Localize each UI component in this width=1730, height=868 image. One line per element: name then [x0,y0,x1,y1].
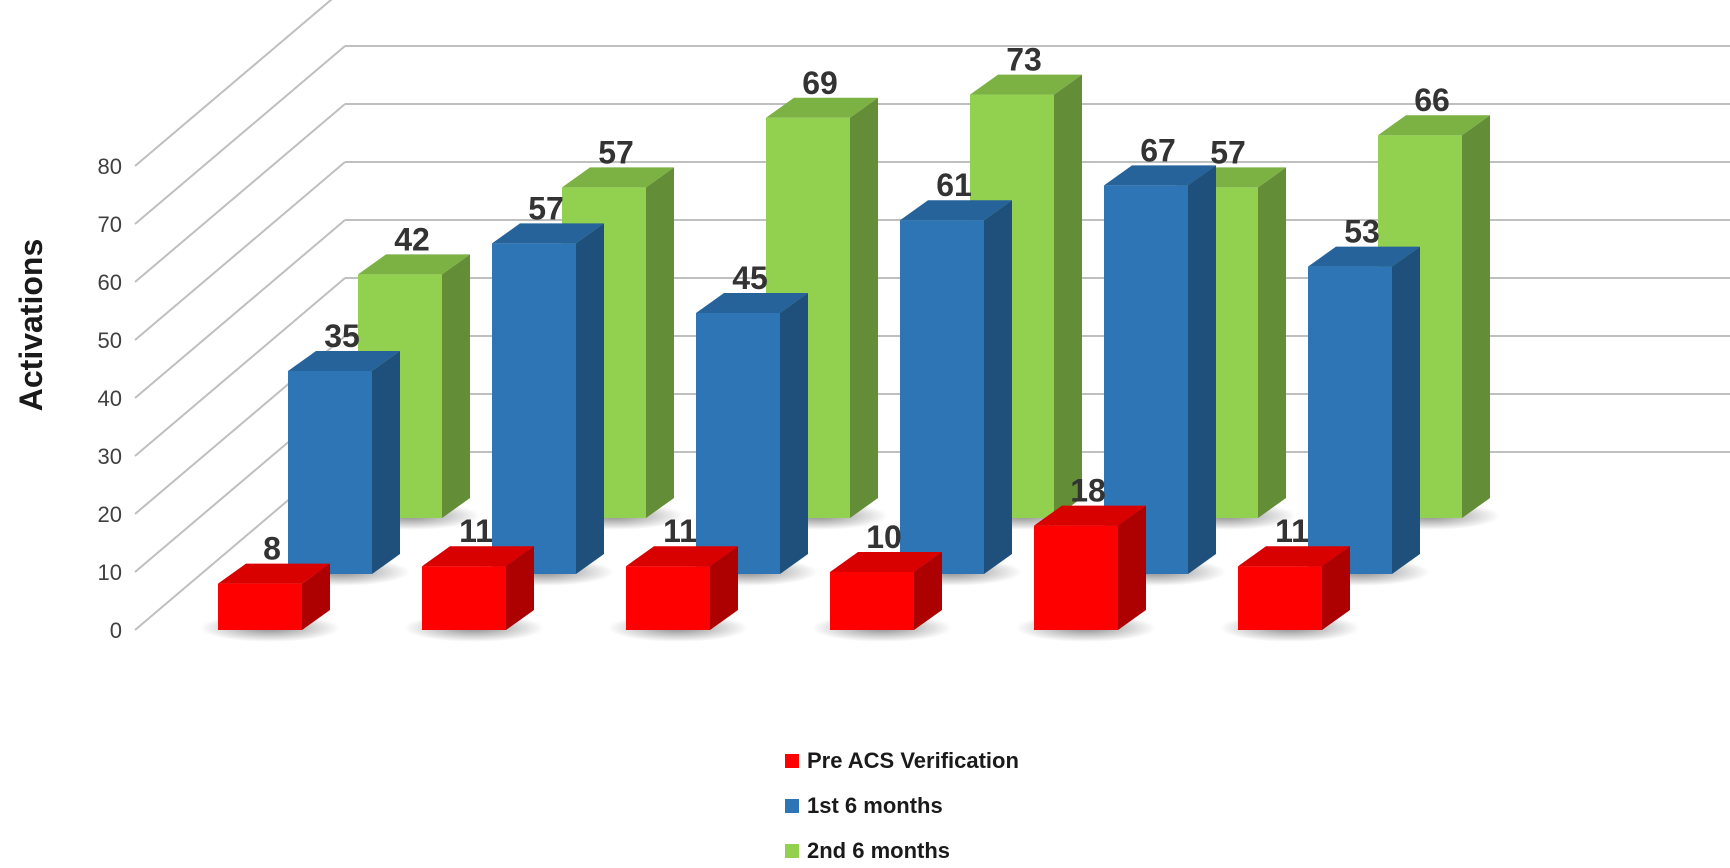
bar-side [914,552,942,630]
bar [288,371,372,574]
y-tick-label: 30 [98,444,122,469]
bar-side [1322,546,1350,630]
bar-top [218,563,330,584]
data-label: 57 [528,190,564,226]
data-label: 57 [598,134,634,170]
y-tick-label: 0 [110,618,122,643]
bar [1034,525,1118,630]
data-label: 57 [1210,134,1246,170]
data-label: 18 [1070,473,1106,509]
bar-top [1378,115,1490,136]
data-label: 42 [394,221,430,257]
data-label: 11 [459,513,493,549]
y-axis-label: Activations [13,239,49,411]
bar [1308,266,1392,574]
y-tick-label: 40 [98,386,122,411]
legend: Pre ACS Verification 1st 6 months 2nd 6 mo… [785,748,1019,863]
bar [696,313,780,574]
bar-side [506,546,534,630]
legend-swatch [785,844,799,858]
bar-top [358,254,470,275]
y-tick-label: 60 [98,270,122,295]
bar-top [562,167,674,188]
gridline-diagonal [134,103,346,283]
bar-top [766,97,878,118]
data-label: 69 [802,65,838,101]
bar [492,243,576,574]
y-tick-label: 50 [98,328,122,353]
bar-side [1118,505,1146,630]
bar-side [1258,167,1286,518]
data-label: 45 [732,260,768,296]
bar-side [1054,74,1082,518]
legend-label: 2nd 6 months [807,838,950,863]
bar-side [1392,246,1420,574]
data-label: 66 [1414,82,1450,118]
bar [1238,566,1322,630]
bar-side [442,254,470,518]
bar-side [576,223,604,574]
bar-side [372,351,400,574]
bar-top [1104,165,1216,186]
bar-top [1238,546,1350,567]
bar-side [850,97,878,519]
legend-label: Pre ACS Verification [807,748,1019,773]
bar [626,566,710,630]
gridline-diagonal [134,161,346,341]
y-tick-label: 20 [98,502,122,527]
bar-top [696,293,808,313]
gridline-diagonal [134,219,346,399]
bar-side [646,167,674,518]
data-label: 8 [263,531,281,567]
data-label: 67 [1140,132,1176,168]
bar-side [1188,165,1216,574]
bar-top [970,74,1082,95]
bar-top [422,546,534,567]
bar-side [780,293,808,574]
data-label: 35 [324,318,360,354]
gridline-diagonal [134,45,346,225]
legend-swatch [785,799,799,813]
y-tick-label: 70 [98,212,122,237]
bars [200,74,1500,642]
bar-top [830,552,942,572]
bar-top [1308,246,1420,267]
bar-top [288,351,400,371]
y-tick-label: 80 [98,154,122,179]
bar-top [1034,505,1146,526]
bar-top [626,546,738,567]
y-tick-label: 10 [98,560,122,585]
legend-swatch [785,754,799,768]
gridline-diagonal [134,0,333,167]
bar [422,566,506,630]
bar [830,572,914,630]
y-axis-ticks: 0 10 20 30 40 50 60 70 80 [98,154,122,643]
data-label: 73 [1006,42,1042,78]
data-label: 61 [936,167,972,203]
legend-label: 1st 6 months [807,793,943,818]
bar-side [1462,115,1490,518]
bar-side [984,200,1012,574]
bar-side [710,546,738,630]
bar-top [492,223,604,244]
gridline-diagonal [134,277,346,457]
bar [218,583,302,630]
data-label: 10 [866,519,902,555]
data-label: 11 [1275,513,1309,549]
bar-top [900,200,1012,221]
data-label: 11 [663,513,697,549]
data-label: 53 [1344,214,1380,250]
data-labels: 42 57 69 73 57 66 35 57 45 61 67 53 8 11 11 10 18 11 [263,42,1450,567]
bar-side [302,563,330,630]
bar [900,220,984,574]
